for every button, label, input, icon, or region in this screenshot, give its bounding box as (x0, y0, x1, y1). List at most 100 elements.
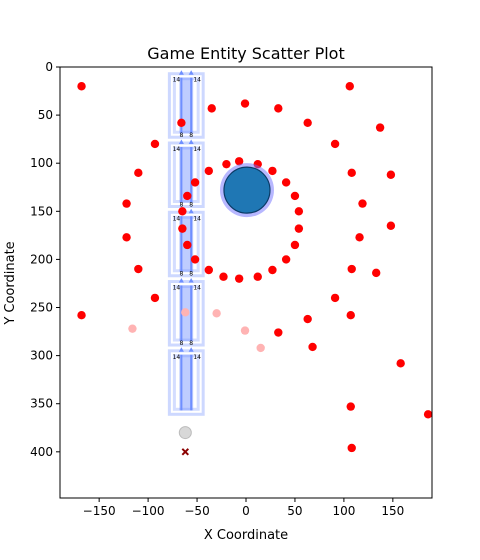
enemy-point (294, 207, 304, 216)
y-axis: 0 50 100 150 200 250 300 350 400 (30, 60, 60, 459)
structure-marker (178, 278, 184, 283)
enemy-point (346, 402, 355, 411)
structure-marker (178, 70, 184, 75)
enemy-point (177, 118, 186, 127)
enemy-point (358, 199, 367, 208)
x-marker (181, 448, 190, 456)
structure-marker (178, 139, 184, 145)
structure-label-side: 14 (173, 77, 181, 84)
enemy-point (204, 166, 213, 176)
enemy-point (183, 191, 192, 201)
enemy-point (290, 191, 300, 201)
enemy-point (396, 359, 405, 368)
enemy-point (178, 207, 187, 216)
enemy-point (423, 410, 432, 419)
enemy-point-faded (128, 324, 137, 333)
x-tick-label: 100 (332, 504, 355, 518)
structure-label-side: 14 (173, 354, 181, 361)
enemy-point (134, 168, 143, 178)
y-tick-label: 350 (30, 397, 53, 411)
structure-label-top: 8 (179, 271, 183, 278)
enemy-point (281, 255, 291, 264)
y-tick-label: 50 (38, 108, 53, 122)
enemy-point (77, 311, 86, 320)
enemy-point (345, 82, 354, 91)
enemy-point (308, 342, 317, 352)
enemy-point (303, 314, 312, 324)
x-tick-label: 50 (287, 504, 302, 518)
enemy-point (207, 104, 216, 113)
enemy-point (330, 139, 340, 149)
enemy-point (290, 240, 300, 250)
spawn-point (178, 426, 192, 440)
enemy-point (386, 170, 396, 179)
y-tick-label: 100 (30, 156, 53, 170)
structure-marker (188, 278, 194, 283)
structure-label-side: 14 (193, 146, 201, 153)
enemy-point (347, 264, 356, 274)
x-axis: −150 −100 −50 0 50 100 150 (83, 498, 404, 518)
structure-label-top: 8 (179, 340, 183, 347)
structure-label-side: 14 (193, 285, 201, 292)
enemy-point (183, 240, 192, 250)
x-tick-label: −50 (184, 504, 209, 518)
enemy-point-faded (212, 309, 221, 318)
enemy-point (268, 166, 277, 176)
structure-label-top: 8 (189, 63, 193, 70)
structure-marker (188, 347, 194, 352)
enemy-point (122, 199, 131, 208)
y-tick-label: 400 (30, 445, 53, 459)
enemy-point (274, 104, 283, 113)
chart-title: Game Entity Scatter Plot (147, 44, 344, 63)
enemy-point (386, 221, 396, 230)
enemy-point (240, 99, 250, 108)
structure-marker (188, 70, 194, 75)
structure-label-side: 14 (173, 215, 181, 222)
structure-label-top: 8 (189, 340, 193, 347)
structure-label-side: 14 (173, 146, 181, 153)
y-tick-label: 0 (45, 60, 53, 74)
enemy-point (178, 224, 187, 233)
enemy-point (274, 328, 283, 337)
enemy-point (234, 274, 244, 283)
structure-label-side: 14 (173, 285, 181, 292)
structure-marker (178, 347, 184, 352)
enemy-point (268, 265, 277, 275)
plot-frame (59, 66, 433, 499)
x-axis-label: X Coordinate (204, 528, 288, 543)
enemy-point-faded (240, 326, 250, 335)
enemy-point (303, 118, 312, 127)
y-tick-label: 150 (30, 204, 53, 218)
enemy-point (150, 139, 160, 149)
enemy-point (190, 178, 200, 187)
enemy-point-faded (256, 343, 265, 353)
enemy-point (347, 443, 356, 453)
x-tick-label: 0 (242, 504, 250, 518)
enemy-point (375, 123, 385, 132)
enemy-point (190, 255, 200, 264)
enemy-point (346, 311, 355, 320)
enemy-point (234, 157, 244, 166)
structure-label-side: 14 (193, 77, 201, 84)
enemy-point (347, 168, 356, 178)
structure-marker (188, 139, 194, 145)
structure-label-top: 8 (179, 132, 183, 139)
x-tick-label: −100 (132, 504, 165, 518)
x-tick-label: −150 (83, 504, 116, 518)
enemy-point (204, 265, 213, 275)
structure-label-top: 8 (189, 271, 193, 278)
enemy-point (219, 272, 228, 281)
structure-label-side: 14 (193, 215, 201, 222)
structure-label-top: 8 (179, 63, 183, 70)
y-tick-label: 250 (30, 301, 53, 315)
structure-label-side: 14 (193, 354, 201, 361)
structure-label-top: 8 (189, 132, 193, 139)
structure-marker (188, 208, 194, 214)
structure-label-top: 8 (179, 201, 183, 208)
enemy-point (281, 178, 291, 187)
